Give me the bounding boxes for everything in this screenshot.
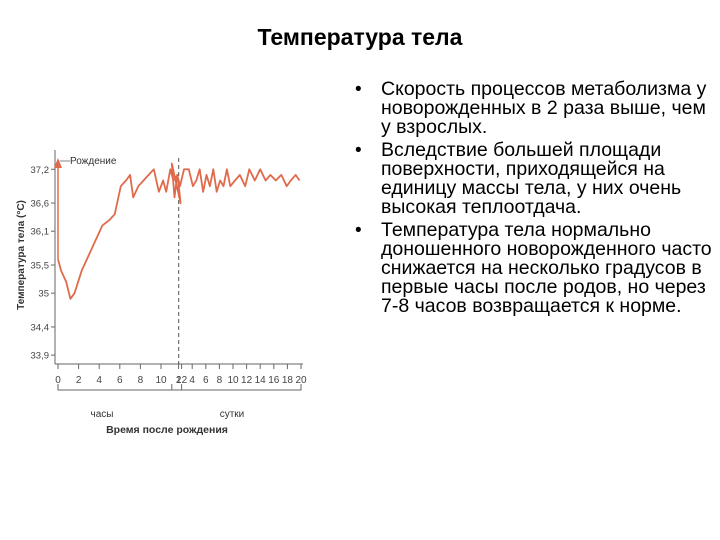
plot-area (54, 158, 301, 364)
x-tick-label-hours: 2 (76, 375, 82, 386)
y-tick-label: 36,1 (31, 227, 50, 238)
hours-bracket (57, 384, 183, 391)
x-tick-label-hours: 4 (96, 375, 102, 386)
x-tick-label-days: 14 (255, 375, 267, 386)
y-tick-label: 34,4 (31, 322, 50, 333)
bullet-item: Вследствие большей площади поверхности, … (352, 140, 712, 217)
bullet-list: Скорость процессов метаболизма у новорож… (352, 79, 712, 320)
x-axis: 0 2 4 6 8 10 122 4 6 8 10 12 14 16 18 20 (55, 363, 307, 391)
x-tick-label-hours: 10 (155, 375, 167, 386)
y-tick-label: 36,6 (31, 199, 50, 210)
x-tick-label-hours: 12 (176, 375, 188, 386)
x-tick-label-hours: 6 (117, 375, 123, 386)
x-tick-label-hours: 0 (55, 375, 61, 386)
x-group-label-days: сутки (220, 409, 245, 420)
y-tick-label: 37,2 (31, 165, 50, 176)
x-tick-label-days: 8 (217, 375, 223, 386)
slide-title: Температура тела (257, 24, 463, 50)
x-tick-label-days: 2 (176, 375, 182, 386)
x-tick-label-hours: 8 (138, 375, 144, 386)
x-group-label-hours: часы (91, 409, 114, 420)
x-tick-label-days: 4 (189, 375, 195, 386)
days-bracket (171, 384, 302, 391)
x-tick-label-days: 18 (282, 375, 294, 386)
y-axis: 37,2 36,6 36,1 35,5 35 34,4 33,9 (31, 150, 56, 364)
x-tick-label-days: 10 (227, 375, 239, 386)
x-tick-label-days: 6 (203, 375, 209, 386)
temperature-series-line (57, 162, 301, 300)
y-tick-label: 35,5 (31, 261, 50, 272)
y-axis-label: Температура тела (°С) (16, 200, 27, 310)
birth-arrow-head (54, 158, 62, 168)
bullet-item: Температура тела нормально доношенного н… (352, 220, 712, 316)
x-tick-label-days: 16 (268, 375, 280, 386)
x-tick-label-days: 20 (295, 375, 307, 386)
bullet-item: Скорость процессов метаболизма у новорож… (352, 79, 712, 137)
birth-annotation: Рождение (70, 156, 117, 167)
x-axis-label: Время после рождения (106, 424, 228, 436)
x-tick-label-days: 12 (241, 375, 253, 386)
y-tick-label: 33,9 (31, 351, 50, 362)
y-tick-label: 35 (38, 289, 49, 300)
